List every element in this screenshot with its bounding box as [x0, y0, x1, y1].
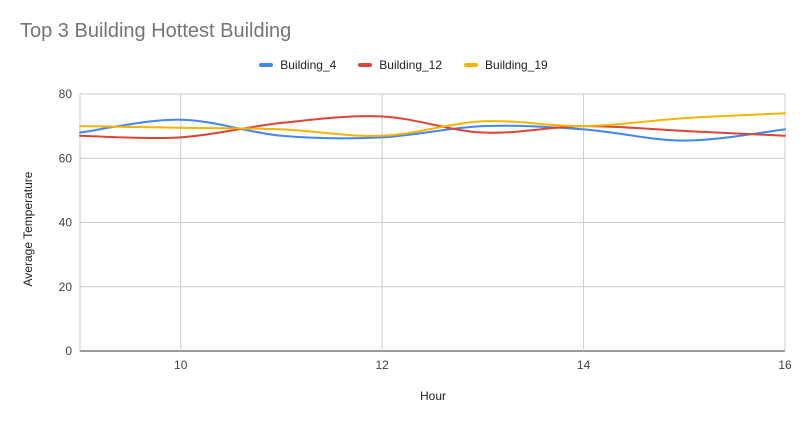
y-tick-label: 60 — [59, 151, 73, 165]
x-tick-label: 16 — [778, 358, 792, 372]
x-tick-label: 14 — [577, 358, 591, 372]
y-axis-title: Average Temperature — [21, 171, 35, 286]
x-tick-label: 12 — [375, 358, 389, 372]
y-tick-label: 40 — [59, 216, 73, 230]
x-tick-label: 10 — [174, 358, 188, 372]
series-lines — [80, 113, 785, 140]
x-axis-title: Hour — [420, 389, 446, 403]
y-tick-label: 0 — [65, 344, 72, 358]
y-tick-label: 20 — [59, 280, 73, 294]
y-tick-label: 80 — [59, 87, 73, 101]
